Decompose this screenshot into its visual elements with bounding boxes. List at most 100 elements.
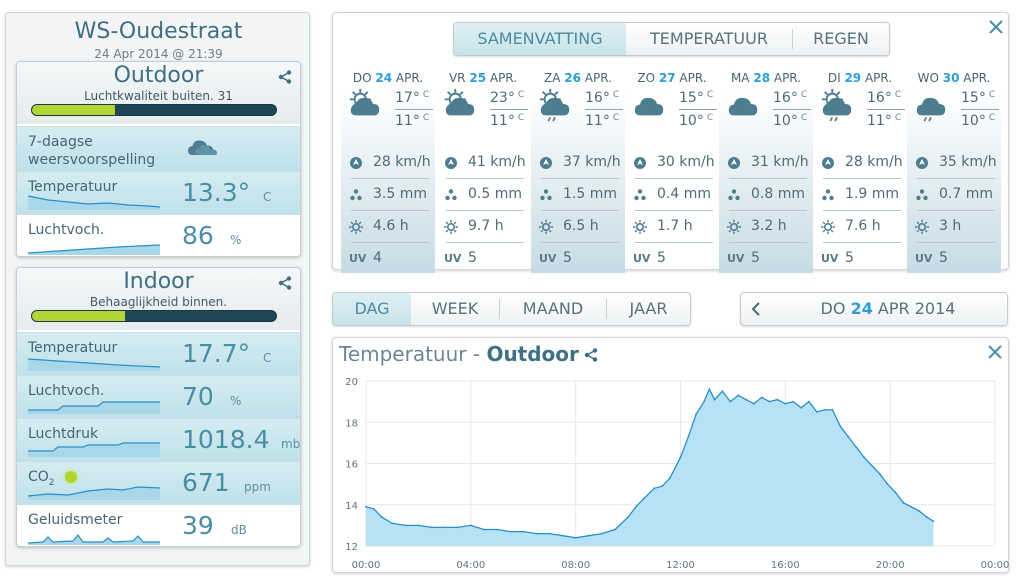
forecast-tmin: 10° C (773, 113, 808, 129)
forecast-day[interactable]: WO 30 APR. 15° C 10° C 35 km/h 0.7 mm 3 h UV 5 (907, 69, 1001, 273)
temperature-area (366, 389, 934, 546)
chart-share-icon[interactable] (584, 348, 598, 362)
indoor-sound-row[interactable]: Geluidsmeter 39 dB (17, 504, 300, 546)
sunshine-icon (539, 220, 553, 234)
outdoor-temperature-unit: C (263, 190, 272, 204)
forecast-day[interactable]: VR 25 APR. 23° C 11° C 41 km/h 0.5 mm 9.7 h UV 5 (436, 69, 530, 273)
forecast-rain-value: 1.9 mm (845, 186, 899, 202)
temperature-point (729, 400, 732, 403)
forecast-temp-divider (490, 109, 528, 110)
y-tick-label: 12 (345, 542, 358, 553)
temperature-point (661, 485, 664, 488)
tab-week[interactable]: WEEK (431, 299, 479, 318)
forecast-row-divider (446, 242, 524, 243)
wind-direction-icon (445, 157, 457, 169)
wind-direction-icon (728, 157, 740, 169)
forecast-wind-row: 30 km/h (625, 153, 719, 173)
sunshine-icon (821, 220, 835, 234)
forecast-tmax: 23° C (490, 90, 525, 106)
forecast-sun-row: 3 h (907, 217, 1001, 237)
outdoor-subtitle: Luchtkwaliteit buiten. 31 (84, 89, 233, 103)
chart-title-prefix: Temperatuur - (339, 342, 487, 366)
tab-temperatuur[interactable]: TEMPERATUUR (650, 29, 768, 48)
temperature-point (373, 508, 375, 510)
forecast-row-divider (541, 178, 619, 179)
temperature-point (713, 398, 716, 401)
forecast-sun-row: 7.6 h (813, 217, 907, 237)
temperature-point (496, 528, 498, 531)
forecast-tmax: 17° C (395, 90, 430, 106)
tab-regen[interactable]: REGEN (813, 29, 869, 48)
forecast-row-divider (541, 210, 619, 211)
indoor-pressure-row[interactable]: Luchtdruk 1018.4 mb (17, 418, 300, 461)
indoor-subtitle: Behaaglijkheid binnen. (89, 295, 228, 309)
y-tick-label: 18 (345, 418, 358, 429)
indoor-co2-row[interactable]: CO2 671 ppm (17, 461, 300, 504)
forecast-uv-value: 5 (657, 250, 666, 266)
forecast-temp-divider (395, 109, 433, 110)
temperature-point (642, 497, 645, 500)
temperature-point (753, 402, 755, 405)
period-separator-2 (606, 299, 607, 319)
forecast-wind-value: 37 km/h (563, 154, 621, 170)
previous-day-chevron-icon[interactable] (749, 301, 763, 317)
forecast-link-row[interactable]: 7-daagse weersvoorspelling (17, 126, 300, 171)
forecast-day[interactable]: DI 29 APR. 16° C 11° C 28 km/h 1.9 mm 7.6 h UV 5 (813, 69, 907, 273)
chart-close-icon[interactable] (987, 344, 1003, 360)
temperature-point (932, 520, 935, 523)
outdoor-share-icon[interactable] (278, 70, 292, 84)
forecast-tmax: 15° C (679, 90, 714, 106)
forecast-rain-value: 0.5 mm (468, 186, 522, 202)
temperature-point (417, 524, 420, 527)
forecast-temp-divider (585, 109, 623, 110)
temperature-point (839, 425, 842, 428)
temperature-point (708, 388, 711, 391)
outdoor-humidity-row[interactable]: Luchtvoch. 86 % (17, 214, 300, 256)
temperature-point (776, 398, 779, 401)
forecast-temp-divider (961, 109, 999, 110)
temperature-point (535, 532, 538, 535)
indoor-humidity-row[interactable]: Luchtvoch. 70 % (17, 375, 300, 418)
temperature-point (687, 435, 690, 438)
temperature-point (561, 534, 564, 537)
forecast-sun-row: 3.2 h (719, 217, 813, 237)
forecast-day[interactable]: ZO 27 APR. 15° C 10° C 30 km/h 0.4 mm 1.7 h UV 5 (625, 69, 719, 273)
forecast-row-divider (635, 242, 713, 243)
temperature-point (823, 409, 826, 411)
forecast-row-divider (446, 178, 524, 179)
tab-samenvatting[interactable]: SAMENVATTING (454, 23, 626, 55)
forecast-tmin: 10° C (961, 113, 996, 129)
forecast-tmin: 11° C (867, 113, 902, 129)
outdoor-temperature-row[interactable]: Temperatuur 13.3° C (17, 171, 300, 214)
forecast-row-divider (729, 210, 807, 211)
forecast-uv-value: 5 (751, 250, 760, 266)
forecast-rain-row: 1.5 mm (531, 185, 625, 205)
indoor-temperature-row[interactable]: Temperatuur 17.7° C (17, 332, 300, 375)
forecast-sun-value: 9.7 h (468, 218, 504, 234)
tab-jaar[interactable]: JAAR (629, 299, 668, 318)
forecast-tabs: SAMENVATTING TEMPERATUUR REGEN (453, 22, 890, 56)
forecast-close-icon[interactable] (988, 19, 1004, 35)
x-tick-label: 00:00 (981, 560, 1010, 571)
indoor-temperature-unit: C (263, 351, 272, 365)
outdoor-humidity-value: 86 (182, 221, 214, 250)
forecast-wind-value: 41 km/h (468, 154, 526, 170)
forecast-row-divider (351, 178, 429, 179)
indoor-humidity-label: Luchtvoch. (28, 383, 105, 399)
temperature-point (926, 516, 928, 518)
forecast-row-divider (823, 178, 901, 179)
tab-dag[interactable]: DAG (333, 293, 411, 325)
indoor-share-icon[interactable] (278, 276, 292, 290)
forecast-day[interactable]: ZA 26 APR. 16° C 11° C 37 km/h 1.5 mm 6.5 h UV 5 (531, 69, 625, 273)
cloud-icon (634, 97, 664, 116)
indoor-sound-sparkline (28, 534, 160, 545)
indoor-pressure-unit: mb (281, 437, 301, 451)
forecast-wind-row: 28 km/h (341, 153, 435, 173)
tab-maand[interactable]: MAAND (522, 299, 584, 318)
forecast-uv-row: UV 5 (813, 249, 907, 269)
forecast-row-divider (823, 210, 901, 211)
wind-direction-icon (540, 157, 552, 169)
forecast-day[interactable]: MA 28 APR. 16° C 10° C 31 km/h 0.8 mm 3.2 h UV 5 (719, 69, 813, 273)
temperature-point (635, 505, 637, 508)
forecast-day[interactable]: DO 24 APR. 17° C 11° C 28 km/h 3.5 mm 4.6 h UV 4 (341, 69, 435, 273)
